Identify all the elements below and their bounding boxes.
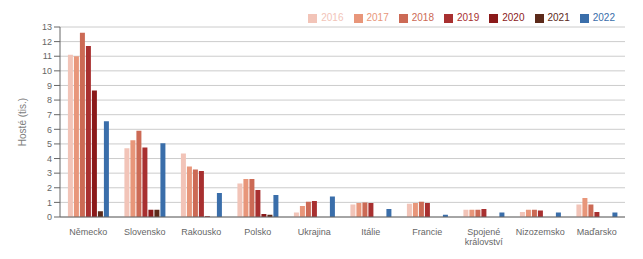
- svg-text:Rakousko: Rakousko: [181, 227, 221, 237]
- html-text:2018: 2018: [411, 12, 434, 23]
- svg-text:8: 8: [47, 95, 52, 105]
- svg-text:13: 13: [42, 22, 52, 32]
- svg-text:Spojenékrálovství: Spojenékrálovství: [465, 227, 504, 247]
- html-text:2022: 2022: [592, 12, 615, 23]
- svg-text:3: 3: [47, 168, 52, 178]
- html-text:2016: 2016: [321, 12, 344, 23]
- svg-text:2: 2: [47, 183, 52, 193]
- svg-text:4: 4: [47, 154, 52, 164]
- html-text:2020: 2020: [502, 12, 525, 23]
- html-text:2017: 2017: [366, 12, 389, 23]
- svg-text:12: 12: [42, 37, 52, 47]
- svg-text:Hosté (tis.): Hosté (tis.): [17, 98, 28, 146]
- svg-text:0: 0: [47, 212, 52, 222]
- svg-text:Nizozemsko: Nizozemsko: [516, 227, 565, 237]
- svg-text:10: 10: [42, 66, 52, 76]
- svg-text:5: 5: [47, 139, 52, 149]
- svg-text:Ukrajina: Ukrajina: [298, 227, 331, 237]
- svg-text:Francie: Francie: [412, 227, 442, 237]
- svg-text:Polsko: Polsko: [244, 227, 271, 237]
- svg-text:Itálie: Itálie: [361, 227, 380, 237]
- svg-text:1: 1: [47, 198, 52, 208]
- svg-text:Německo: Německo: [69, 227, 107, 237]
- html-text:2021: 2021: [547, 12, 570, 23]
- svg-text:7: 7: [47, 110, 52, 120]
- svg-text:Maďarsko: Maďarsko: [577, 227, 617, 237]
- svg-text:11: 11: [43, 51, 52, 61]
- html-text:2019: 2019: [457, 12, 480, 23]
- svg-text:Slovensko: Slovensko: [124, 227, 166, 237]
- svg-text:6: 6: [47, 125, 52, 135]
- svg-text:9: 9: [47, 81, 52, 91]
